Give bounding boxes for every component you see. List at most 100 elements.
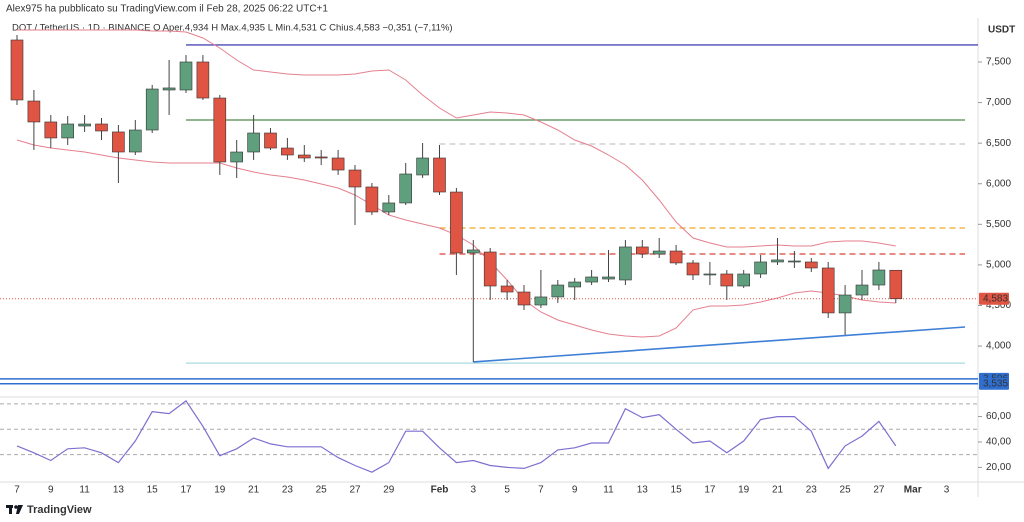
x-tick-label: 21: [772, 485, 784, 496]
candle-body: [382, 202, 396, 213]
price-tag-label: 4,583: [983, 293, 1008, 304]
x-tick-label: 27: [873, 485, 885, 496]
candle-body: [348, 169, 362, 188]
candle-body: [450, 191, 463, 254]
rsi-tick-label: 40,00: [986, 437, 1011, 448]
candle-body: [297, 154, 311, 159]
publisher: Alex975 ha pubblicato su TradingView.com…: [6, 4, 328, 15]
y-tick-label: 4,500: [986, 300, 1011, 311]
x-tick-label: 3: [944, 485, 950, 496]
y-tick-label: 6,000: [986, 178, 1011, 189]
candle-body: [737, 273, 751, 287]
y-tick-label: 6,500: [986, 138, 1011, 149]
candle-body: [483, 251, 497, 287]
candle-body: [213, 97, 227, 163]
candle-body: [416, 157, 429, 176]
candle-body: [61, 123, 75, 139]
x-tick-label: 13: [637, 485, 649, 496]
candle-body: [585, 276, 598, 283]
candle-body: [179, 61, 193, 91]
candle-body: [10, 39, 24, 101]
candle-body: [686, 262, 700, 276]
candle-body: [889, 269, 903, 300]
rsi-tick-label: 20,00: [986, 462, 1011, 473]
candle-body: [517, 291, 531, 306]
candle-body: [196, 61, 210, 99]
candle-body: [365, 186, 379, 213]
candle-body: [804, 261, 818, 269]
price-tag-label: 3,535: [983, 378, 1008, 389]
price-tag: [979, 292, 1009, 305]
axis-unit: USDT: [988, 25, 1015, 36]
candle-body: [720, 273, 734, 287]
rsi-line: [16, 400, 897, 473]
x-tick-label: 9: [572, 485, 578, 496]
x-tick-label: 25: [840, 485, 852, 496]
y-tick-label: 4,000: [986, 341, 1011, 352]
candle-body: [112, 131, 125, 153]
candle-body: [247, 132, 260, 153]
candle-body: [466, 249, 480, 254]
y-tick-label: 5,500: [986, 219, 1011, 230]
x-tick-label: 19: [738, 485, 750, 496]
candle-body: [399, 173, 413, 204]
candle-body: [534, 296, 548, 306]
logo: [6, 505, 23, 514]
x-tick-label: 29: [383, 485, 395, 496]
brand: TradingView: [27, 504, 92, 516]
x-tick-label: 15: [671, 485, 683, 496]
y-tick-label: 7,000: [986, 97, 1011, 108]
x-tick-label: 11: [79, 485, 90, 496]
candle-body: [44, 121, 58, 139]
band-upper: [17, 29, 896, 248]
candle-body: [771, 259, 784, 263]
x-tick-label: 17: [704, 485, 716, 496]
x-tick-label: 5: [504, 485, 510, 496]
x-tick-label: 19: [214, 485, 226, 496]
candle-body: [821, 267, 835, 314]
candle-body: [855, 284, 869, 296]
symbol-info: DOT / TetherUS · 1D · BINANCE O Aper.4,9…: [12, 23, 453, 34]
rsi-tick-label: 60,00: [986, 411, 1011, 422]
candle-body: [162, 87, 176, 91]
x-tick-label: 25: [316, 485, 328, 496]
candle-body: [619, 246, 632, 281]
candle-body: [568, 281, 582, 288]
candle-body: [872, 269, 886, 286]
candle-body: [551, 284, 565, 298]
candle-body: [602, 276, 615, 280]
candle-body: [264, 132, 277, 149]
candle-body: [788, 260, 801, 263]
candle-body: [433, 157, 446, 193]
candle-body: [331, 157, 345, 171]
x-tick-label: 23: [806, 485, 818, 496]
candle-body: [838, 294, 852, 314]
candle-body: [78, 123, 91, 127]
x-tick-label: 27: [349, 485, 361, 496]
y-tick-label: 5,000: [986, 260, 1011, 271]
x-tick-label: 11: [603, 485, 614, 496]
candle-body: [669, 250, 683, 264]
x-tick-label: 3: [471, 485, 477, 496]
x-tick-label: 13: [113, 485, 125, 496]
candle-body: [281, 147, 294, 156]
x-tick-label: Feb: [431, 485, 449, 496]
x-tick-label: 15: [147, 485, 159, 496]
candle-body: [145, 88, 159, 131]
candle-body: [652, 250, 666, 255]
x-tick-label: 23: [282, 485, 294, 496]
candle-body: [314, 156, 328, 159]
candle-body: [754, 261, 767, 275]
candle-body: [27, 100, 41, 123]
x-tick-label: 7: [538, 485, 544, 496]
candle-body: [95, 123, 108, 132]
x-tick-label: Mar: [904, 485, 922, 496]
candle-body: [230, 151, 243, 163]
candle-body: [703, 273, 717, 276]
x-tick-label: 21: [248, 485, 260, 496]
candle-body: [500, 285, 514, 293]
price-tag: [979, 377, 1009, 390]
x-tick-label: 9: [48, 485, 54, 496]
